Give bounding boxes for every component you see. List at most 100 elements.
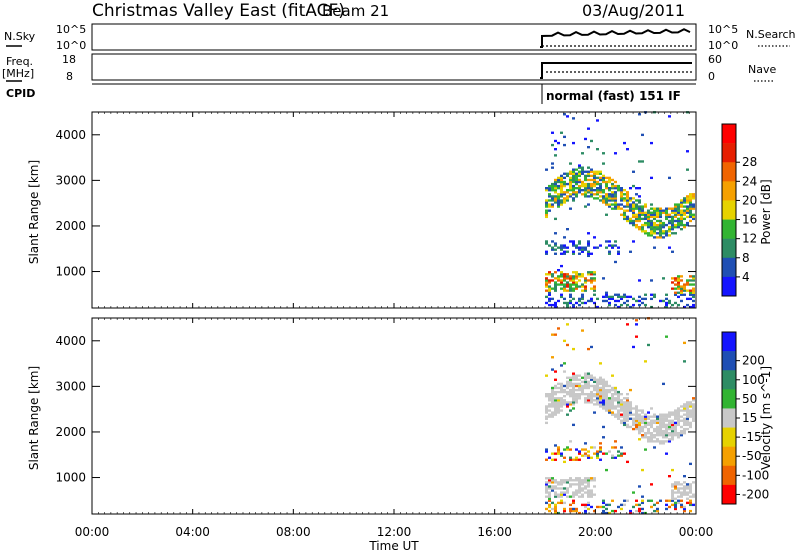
data-cell bbox=[554, 493, 557, 496]
data-cell bbox=[548, 291, 551, 294]
data-cell bbox=[623, 415, 626, 418]
power-data-cells bbox=[545, 111, 695, 309]
data-cell bbox=[662, 415, 665, 418]
data-cell bbox=[659, 209, 662, 212]
data-cell bbox=[563, 390, 566, 394]
data-cell bbox=[569, 509, 572, 513]
data-cell bbox=[548, 399, 551, 402]
data-cell bbox=[599, 187, 602, 190]
data-cell bbox=[587, 501, 590, 505]
data-cell bbox=[557, 246, 560, 249]
data-cell bbox=[557, 450, 560, 453]
data-cell bbox=[677, 281, 680, 284]
data-cell bbox=[566, 189, 569, 192]
data-cell bbox=[674, 291, 677, 294]
data-cell bbox=[566, 285, 569, 288]
data-cell bbox=[674, 483, 677, 486]
data-cell bbox=[572, 493, 575, 496]
data-cell bbox=[626, 403, 629, 406]
data-cell bbox=[692, 205, 695, 208]
data-cell bbox=[671, 427, 674, 431]
data-cell bbox=[572, 388, 575, 392]
data-cell bbox=[602, 405, 605, 408]
data-cell bbox=[638, 195, 641, 198]
data-cell bbox=[632, 211, 635, 214]
data-cell bbox=[614, 152, 617, 155]
data-cell bbox=[665, 301, 668, 305]
data-cell bbox=[677, 417, 680, 420]
data-cell bbox=[572, 289, 575, 292]
data-cell bbox=[587, 279, 590, 282]
data-cell bbox=[578, 487, 581, 490]
data-cell bbox=[554, 189, 557, 192]
data-cell bbox=[614, 203, 617, 206]
data-cell bbox=[677, 213, 680, 216]
data-cell bbox=[554, 277, 557, 280]
data-cell bbox=[584, 509, 587, 513]
data-cell bbox=[596, 378, 599, 381]
data-cell bbox=[611, 509, 614, 513]
data-cell bbox=[584, 477, 587, 480]
data-cell bbox=[620, 507, 623, 511]
data-cell bbox=[596, 182, 599, 186]
data-cell bbox=[626, 295, 629, 299]
data-cell bbox=[602, 390, 605, 394]
data-cell bbox=[575, 378, 578, 381]
data-cell bbox=[611, 403, 614, 406]
data-cell bbox=[656, 421, 659, 425]
data-cell bbox=[554, 487, 557, 490]
data-cell bbox=[563, 487, 566, 490]
data-cell bbox=[590, 493, 593, 496]
data-cell bbox=[677, 275, 680, 278]
data-cell bbox=[611, 207, 614, 210]
data-cell bbox=[650, 223, 653, 227]
data-cell bbox=[590, 193, 593, 196]
data-cell bbox=[599, 401, 602, 404]
data-cell bbox=[575, 244, 578, 247]
data-cell bbox=[626, 393, 629, 396]
data-cell bbox=[611, 401, 614, 404]
data-cell bbox=[620, 199, 623, 202]
data-cell bbox=[653, 429, 656, 433]
data-cell bbox=[596, 246, 599, 249]
data-cell bbox=[590, 393, 593, 396]
data-cell bbox=[554, 197, 557, 200]
data-cell bbox=[548, 499, 551, 502]
data-cell bbox=[653, 211, 656, 214]
data-cell bbox=[602, 401, 605, 404]
data-cell bbox=[599, 178, 602, 182]
data-cell bbox=[545, 415, 548, 418]
data-cell bbox=[569, 180, 572, 184]
data-cell bbox=[548, 491, 551, 494]
data-cell bbox=[557, 407, 560, 410]
data-cell bbox=[677, 491, 680, 494]
data-cell bbox=[584, 187, 587, 190]
data-cell bbox=[548, 289, 551, 292]
data-cell bbox=[689, 423, 692, 427]
data-cell bbox=[545, 285, 548, 288]
data-cell bbox=[671, 277, 674, 280]
data-cell bbox=[596, 380, 599, 384]
data-cell bbox=[551, 399, 554, 402]
data-cell bbox=[590, 456, 593, 459]
data-cell bbox=[632, 209, 635, 212]
data-cell bbox=[632, 205, 635, 208]
data-cell bbox=[617, 390, 620, 394]
data-cell bbox=[674, 211, 677, 214]
data-cell bbox=[596, 386, 599, 390]
data-cell bbox=[656, 228, 659, 231]
data-cell bbox=[677, 205, 680, 208]
data-cell bbox=[575, 271, 578, 274]
data-cell bbox=[587, 273, 590, 276]
data-cell bbox=[575, 178, 578, 182]
data-cell bbox=[647, 438, 650, 441]
data-cell bbox=[545, 240, 548, 243]
data-cell bbox=[569, 279, 572, 282]
data-cell bbox=[686, 215, 689, 219]
data-cell bbox=[599, 362, 602, 365]
data-cell bbox=[686, 487, 689, 490]
data-cell bbox=[554, 491, 557, 494]
colorbar-tick-label: 20 bbox=[742, 193, 757, 207]
data-cell bbox=[590, 184, 593, 188]
data-cell bbox=[620, 405, 623, 408]
